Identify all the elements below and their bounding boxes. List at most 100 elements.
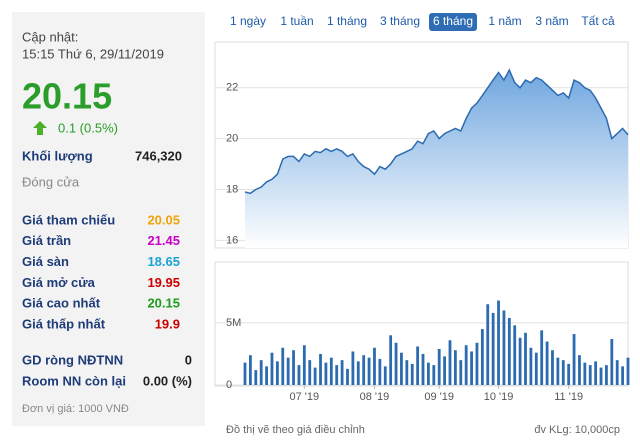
foreign-label: GD ròng NĐTNN [22, 352, 123, 367]
x-tick-label: 11 '19 [554, 391, 583, 403]
volume-bar [561, 360, 565, 385]
x-tick-label: 08 '19 [360, 391, 390, 403]
volume-bar [599, 367, 603, 385]
y-tick-label: 22 [226, 82, 238, 94]
volume-bar [259, 360, 263, 385]
volume-bar [486, 304, 490, 385]
x-tick-label: 10 '19 [484, 391, 514, 403]
y-tick-label: 0 [226, 379, 232, 391]
volume-bar [556, 357, 560, 385]
price-area [245, 70, 628, 248]
volume-bar [389, 335, 393, 385]
volume-bar [373, 347, 376, 385]
volume-bar [340, 360, 344, 385]
row-label: Giá sàn [22, 254, 69, 269]
volume-bar [275, 361, 279, 385]
volume-bar [292, 350, 295, 385]
up-arrow [33, 121, 47, 135]
volume-bar [324, 362, 328, 385]
volume-bar [308, 360, 312, 385]
y-tick-label: 16 [226, 234, 238, 246]
price-line [244, 68, 629, 195]
unit-note: Đơn vị giá: 1000 VNĐ [22, 403, 129, 415]
row-value: 18.65 [147, 254, 180, 269]
x-tick-label: 09 '19 [424, 391, 454, 403]
row-value: 19.95 [147, 275, 180, 290]
volume-bar [335, 365, 339, 385]
tab[interactable]: Tất cả [581, 14, 615, 28]
y-tick-label: 18 [226, 183, 238, 195]
volume-bar [578, 355, 581, 385]
volume-bar [356, 361, 360, 385]
volume-bar [513, 325, 517, 385]
volume-bar [443, 356, 446, 385]
row-value: 19.9 [155, 316, 180, 331]
volume-frame [214, 261, 629, 387]
tab[interactable]: 3 năm [535, 14, 568, 28]
volume-bar [615, 360, 619, 385]
status: Đóng cửa [22, 174, 80, 189]
volume-bar [567, 363, 571, 385]
volume-bar [518, 337, 522, 385]
volume-bar [346, 368, 349, 385]
volume-bar [351, 351, 355, 385]
tab-active-bg [429, 13, 477, 31]
row-label: Giá mở cửa [22, 275, 96, 290]
volume-bar [432, 365, 436, 385]
volume-bar [572, 334, 576, 385]
tab[interactable]: 1 ngày [230, 14, 266, 28]
price: 20.15 [22, 76, 112, 117]
volume-bar [302, 345, 306, 385]
volume-label: Khối lượng [22, 148, 93, 163]
volume-bar [540, 330, 544, 385]
volume-bar [524, 332, 527, 385]
foreign-label: Room NN còn lại [22, 373, 126, 388]
volume: 746,320 [135, 148, 182, 163]
footer-unit: đv KLg: 10,000cp [534, 424, 620, 436]
tab[interactable]: 6 tháng [433, 14, 473, 28]
volume-bar [416, 346, 420, 385]
info-panel [12, 12, 205, 426]
volume-bar [464, 345, 468, 385]
updated-label: Cập nhật: [22, 29, 78, 44]
volume-bar [583, 362, 587, 385]
volume-bar [378, 358, 382, 385]
volume-bar [480, 329, 484, 385]
change: 0.1 (0.5%) [58, 120, 118, 135]
updated-time: 15:15 Thứ 6, 29/11/2019 [22, 46, 164, 61]
row-value: 21.45 [147, 233, 180, 248]
tab[interactable]: 1 năm [488, 14, 521, 28]
volume-bar [610, 339, 614, 385]
volume-bar [243, 362, 247, 385]
tab[interactable]: 3 tháng [380, 14, 420, 28]
volume-bar [507, 317, 511, 385]
row-label: Giá trần [22, 233, 71, 248]
volume-bar [588, 365, 592, 385]
volume-bar [362, 355, 366, 385]
volume-bar [297, 365, 301, 385]
volume-bar [254, 370, 258, 385]
volume-bar [270, 352, 274, 385]
row-label: Giá cao nhất [22, 296, 101, 311]
tab[interactable]: 1 tháng [327, 14, 367, 28]
tab[interactable]: 1 tuần [280, 14, 313, 28]
volume-bar [491, 312, 495, 385]
volume-bar [405, 360, 409, 385]
volume-bar [383, 366, 387, 385]
x-tick-label: 07 '19 [290, 391, 320, 403]
volume-bar [265, 366, 268, 385]
row-label: Giá thấp nhất [22, 316, 106, 331]
row-label: Giá tham chiếu [22, 212, 115, 227]
volume-bar [502, 310, 506, 385]
foreign-value: 0.00 (%) [143, 373, 192, 388]
volume-bar [626, 357, 630, 385]
volume-bar [281, 347, 285, 385]
volume-bar [286, 357, 290, 385]
volume-bar [545, 341, 549, 385]
volume-bar [410, 363, 414, 385]
volume-bar [329, 357, 333, 385]
volume-bar [453, 350, 457, 385]
volume-bar [427, 362, 430, 385]
y-tick-label: 20 [226, 133, 238, 145]
